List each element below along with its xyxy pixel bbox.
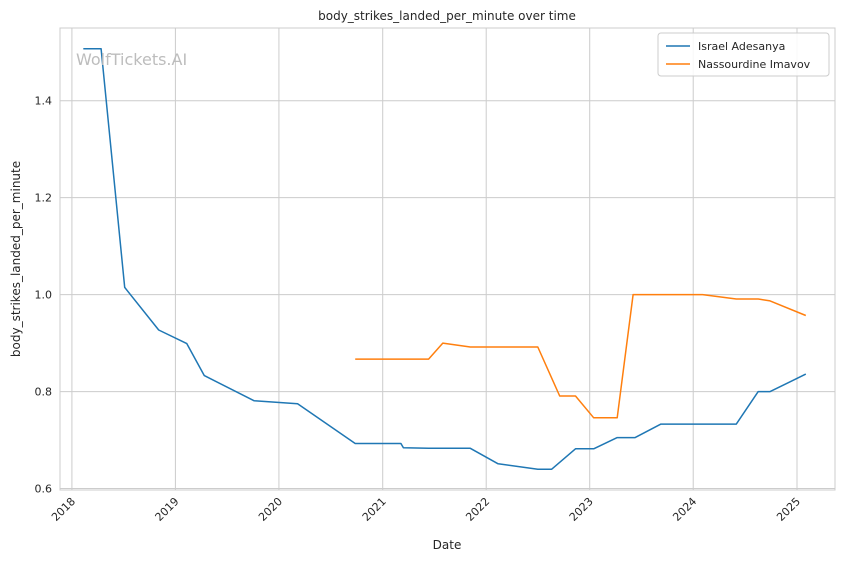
plot-area <box>60 28 835 490</box>
grid-lines <box>60 28 835 490</box>
series-layer <box>83 48 807 470</box>
x-tick-label: 2025 <box>774 495 803 524</box>
y-tick-label: 0.8 <box>35 386 53 399</box>
x-tick-label: 2020 <box>256 495 285 524</box>
chart-title: body_strikes_landed_per_minute over time <box>318 9 576 23</box>
y-axis-title: body_strikes_landed_per_minute <box>9 161 23 357</box>
x-tick-label: 2018 <box>49 495 78 524</box>
watermark: WolfTickets.AI <box>76 50 187 69</box>
x-tick-labels: 2018 2019 2020 2021 2022 2023 2024 2025 <box>49 495 803 524</box>
legend: Israel Adesanya Nassourdine Imavov <box>657 32 830 77</box>
legend-label: Nassourdine Imavov <box>698 58 811 71</box>
y-tick-label: 0.6 <box>35 483 53 496</box>
x-tick-label: 2022 <box>463 495 492 524</box>
x-tick-label: 2024 <box>670 495 699 524</box>
legend-label: Israel Adesanya <box>698 40 785 53</box>
series-line <box>83 48 807 470</box>
series-line <box>355 293 807 419</box>
x-tick-label: 2021 <box>360 495 389 524</box>
legend-items: Israel Adesanya Nassourdine Imavov <box>666 40 811 71</box>
x-tick-label: 2023 <box>567 495 596 524</box>
y-tick-label: 1.0 <box>35 289 53 302</box>
x-tick-label: 2019 <box>153 495 182 524</box>
y-tick-label: 1.2 <box>35 192 53 205</box>
legend-box <box>657 32 830 77</box>
plot-frame <box>59 27 836 491</box>
y-tick-label: 1.4 <box>35 95 53 108</box>
x-axis-title: Date <box>433 538 462 552</box>
y-tick-labels: 0.6 0.8 1.0 1.2 1.4 <box>35 95 53 496</box>
